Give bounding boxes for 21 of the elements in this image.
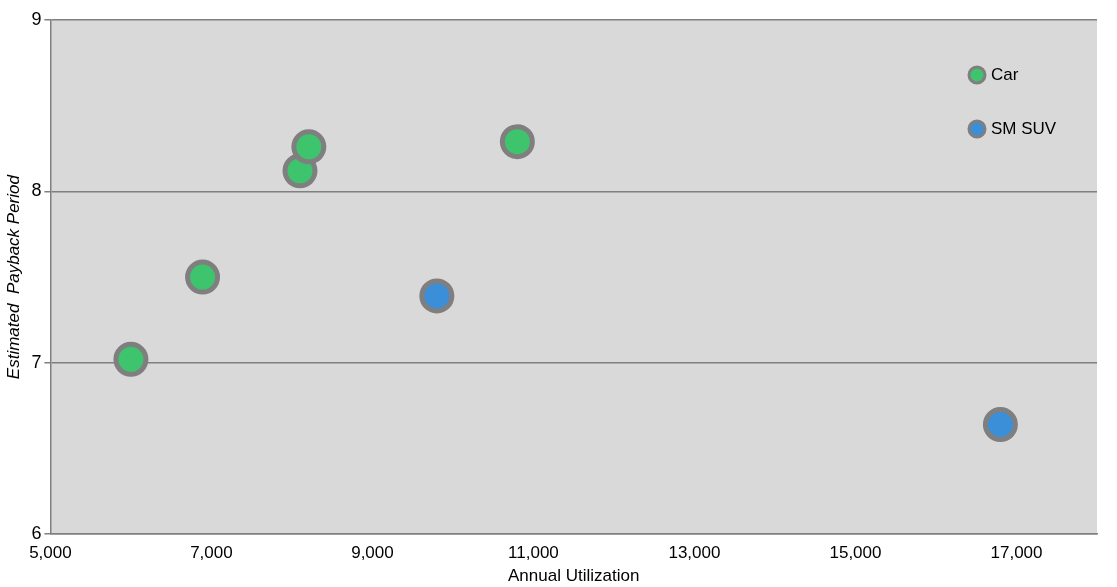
point [499,124,535,160]
x-axis-title: Annual Utilization [508,566,640,586]
point [185,259,221,295]
point [419,278,455,314]
x-tick-label: 9,000 [351,543,394,563]
point [113,341,149,377]
y-axis-title: Estimated Payback Period [3,174,23,380]
point [291,129,327,165]
x-tick-label: 15,000 [829,543,882,563]
legend-label: Car [991,64,1019,84]
x-tick-label: 7,000 [190,543,233,563]
legend-label: SM SUV [991,118,1057,138]
x-tick-label: 11,000 [508,543,559,563]
y-tick-label: 9 [31,8,42,29]
x-tick-label: 17,000 [990,543,1043,563]
y-tick-label: 8 [31,180,42,201]
x-tick-label: 5,000 [29,543,72,563]
point [982,407,1018,442]
y-tick-label: 7 [31,351,42,372]
y-tick-label: 6 [31,523,42,544]
x-tick-label: 13,000 [668,543,721,563]
